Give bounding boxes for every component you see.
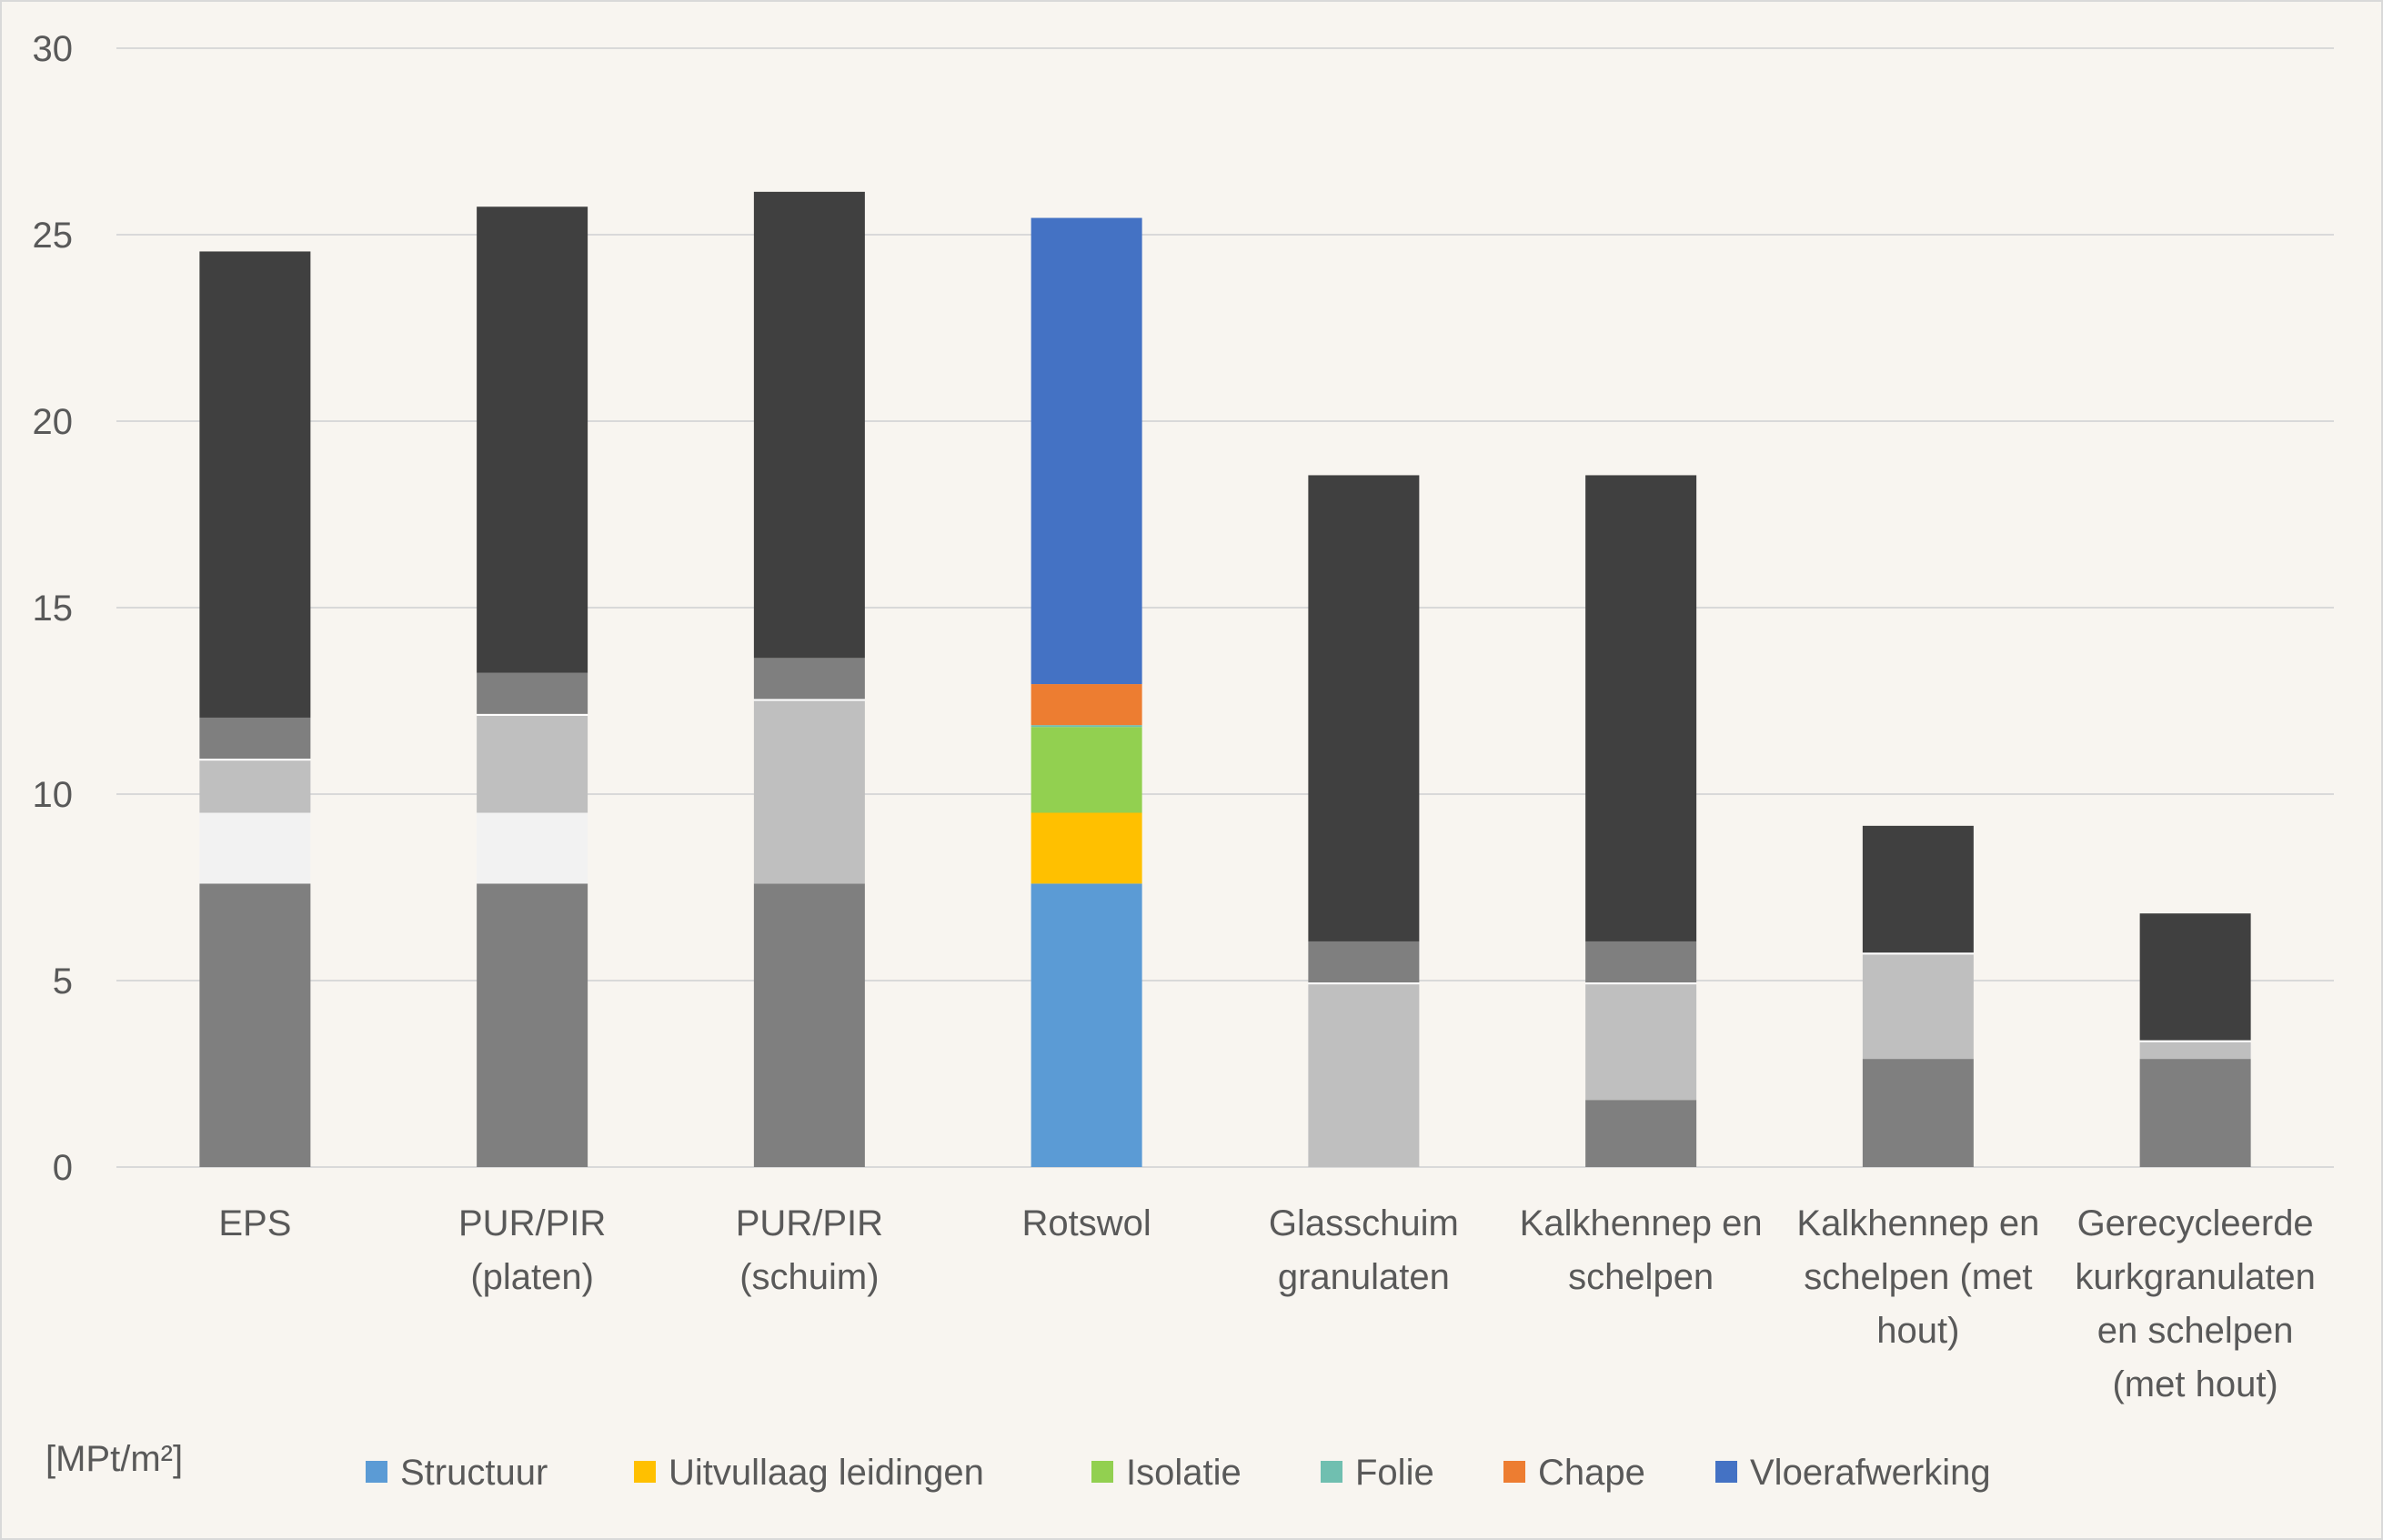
bar-segment-folie <box>199 759 311 761</box>
legend-label: Isolatie <box>1126 1453 1242 1493</box>
bar-segment-structuur <box>1862 1059 1974 1167</box>
bar-segment-chape <box>1585 941 1697 983</box>
bar-segment-chape <box>753 658 865 700</box>
bar-segment-structuur <box>199 883 311 1167</box>
x-category-label: granulaten <box>1278 1257 1450 1297</box>
x-category-label: PUR/PIR <box>736 1203 883 1243</box>
x-category-label: schelpen <box>1568 1257 1714 1297</box>
bar-segment-isolatie <box>1031 727 1142 813</box>
legend-swatch <box>1715 1461 1737 1483</box>
bar-segment-isolatie <box>2139 1042 2251 1060</box>
bar-segment-chape <box>477 672 588 714</box>
bar-segment-vloerafwerking <box>753 191 865 659</box>
bar-segment-folie <box>477 713 588 716</box>
bar-segment-folie <box>2139 1040 2251 1042</box>
bar-segment-isolatie <box>1585 984 1697 1101</box>
bar-segment-structuur <box>2139 1059 2251 1167</box>
x-category-label: (met hout) <box>2112 1364 2277 1404</box>
x-category-label: Kalkhennep en <box>1520 1203 1763 1243</box>
y-tick-label: 20 <box>33 402 74 442</box>
gridlines <box>116 47 2334 1168</box>
legend-label: Vloerafwerking <box>1750 1453 1991 1493</box>
y-tick-label: 0 <box>53 1148 73 1188</box>
x-axis-category-labels: EPS PUR/PIR (platen) PUR/PIR (schuim) Rotswol… <box>218 1203 2316 1404</box>
x-category-label: Gerecycleerde <box>2077 1203 2314 1243</box>
x-category-label: (schuim) <box>739 1257 879 1297</box>
legend-label: Chape <box>1538 1453 1645 1493</box>
x-category-label: Kalkhennep en <box>1796 1203 2039 1243</box>
bar-segment-isolatie <box>199 760 311 813</box>
legend: Structuur Uitvullaag leidingen Isolatie Fol… <box>366 1453 1991 1493</box>
bar-segment-chape <box>1031 684 1142 726</box>
x-category-label: schelpen (met <box>1804 1257 2032 1297</box>
legend-swatch <box>1503 1461 1525 1483</box>
bar-segment-vloerafwerking <box>1585 475 1697 941</box>
bar-segment-uitvullaag-leidingen <box>1031 812 1142 884</box>
legend-label: Folie <box>1355 1453 1434 1493</box>
x-category-label: Rotswol <box>1021 1203 1151 1243</box>
y-axis-tick-labels: 0 5 10 15 20 25 30 <box>33 29 74 1188</box>
bar-segment-isolatie <box>1308 984 1420 1167</box>
x-category-label: Glasschuim <box>1269 1203 1459 1243</box>
bar-segment-chape <box>1308 941 1420 983</box>
bar-segment-uitvullaag-leidingen <box>477 812 588 884</box>
bar-segment-isolatie <box>1862 954 1974 1060</box>
legend-label: Structuur <box>400 1453 548 1493</box>
x-category-label: (platen) <box>470 1257 594 1297</box>
y-tick-label: 5 <box>53 961 73 1002</box>
y-axis-unit-label: [MPt/m²] <box>45 1439 183 1479</box>
bar-segment-vloerafwerking <box>199 251 311 718</box>
y-tick-label: 25 <box>33 216 74 256</box>
legend-swatch <box>1091 1461 1113 1483</box>
bar-segment-vloerafwerking <box>1308 475 1420 941</box>
x-category-label: EPS <box>218 1203 291 1243</box>
legend-swatch <box>634 1461 656 1483</box>
bar-segment-isolatie <box>477 715 588 813</box>
bars <box>199 191 2251 1167</box>
bar-segment-folie <box>753 699 865 701</box>
bar-segment-folie <box>1862 952 1974 955</box>
bar-segment-folie <box>1585 982 1697 985</box>
legend-swatch <box>1321 1461 1342 1483</box>
bar-segment-vloerafwerking <box>1862 825 1974 953</box>
bar-segment-structuur <box>1031 883 1142 1167</box>
bar-segment-structuur <box>1585 1100 1697 1167</box>
bar-segment-vloerafwerking <box>477 206 588 673</box>
bar-segment-vloerafwerking <box>2139 913 2251 1041</box>
bar-segment-folie <box>1031 725 1142 728</box>
y-tick-label: 15 <box>33 589 74 629</box>
bar-segment-folie <box>1308 982 1420 985</box>
bar-segment-structuur <box>753 883 865 1167</box>
bar-segment-vloerafwerking <box>1031 217 1142 685</box>
x-category-label: kurkgranulaten <box>2075 1257 2316 1297</box>
x-category-label: hout) <box>1876 1311 1959 1351</box>
legend-swatch <box>366 1461 387 1483</box>
bar-segment-isolatie <box>753 700 865 884</box>
bar-segment-uitvullaag-leidingen <box>199 812 311 884</box>
legend-label: Uitvullaag leidingen <box>669 1453 984 1493</box>
x-category-label: PUR/PIR <box>458 1203 606 1243</box>
x-category-label: en schelpen <box>2097 1311 2294 1351</box>
y-tick-label: 30 <box>33 29 74 69</box>
y-tick-label: 10 <box>33 775 74 815</box>
bar-segment-chape <box>199 717 311 760</box>
bar-segment-structuur <box>477 883 588 1167</box>
